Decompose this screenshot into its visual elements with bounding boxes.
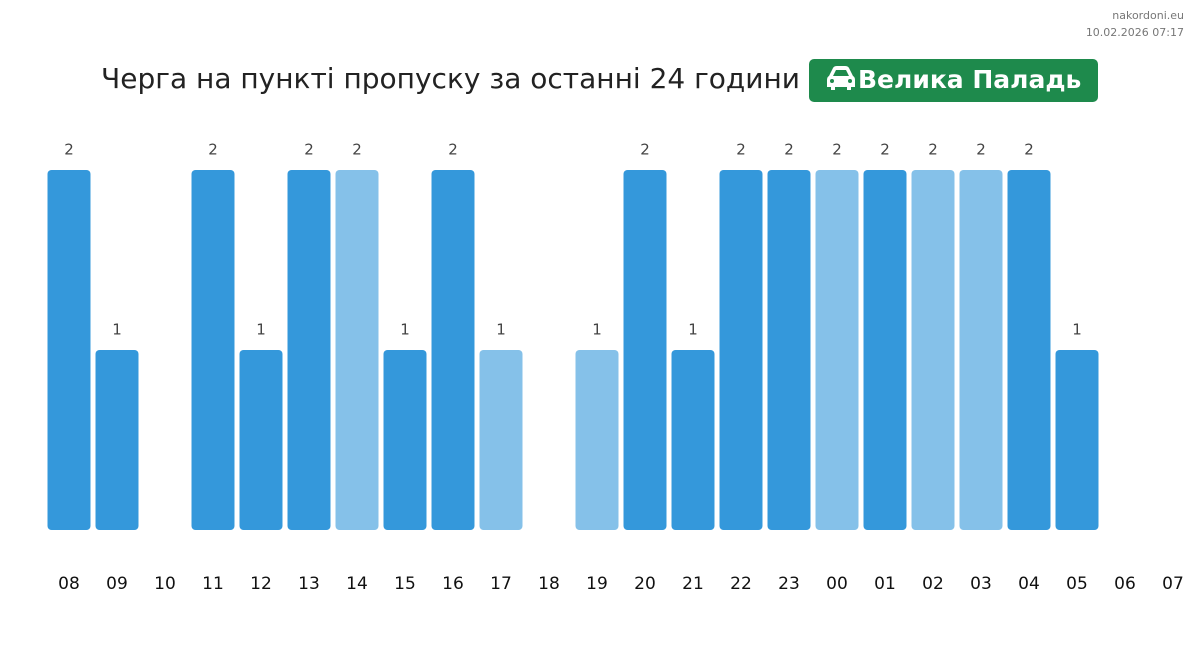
bar [335, 170, 379, 530]
timestamp: 10.02.2026 07:17 [1086, 26, 1184, 39]
value-label: 1 [112, 321, 122, 339]
x-tick-label: 04 [1018, 574, 1040, 594]
bar [287, 170, 331, 530]
x-tick-label: 21 [682, 574, 704, 594]
x-tick-label: 16 [442, 574, 464, 594]
value-label: 1 [256, 321, 266, 339]
bar [815, 170, 859, 530]
x-tick-label: 06 [1114, 574, 1136, 594]
value-label: 2 [880, 141, 890, 159]
badge-text: Велика Паладь [858, 65, 1081, 94]
bar [479, 350, 523, 530]
x-tick-label: 09 [106, 574, 128, 594]
x-tick-label: 14 [346, 574, 368, 594]
bar [383, 350, 427, 530]
x-tick-label: 17 [490, 574, 512, 594]
bar [671, 350, 715, 530]
value-label: 2 [832, 141, 842, 159]
value-label: 1 [496, 321, 506, 339]
bar [47, 170, 91, 530]
value-label: 2 [976, 141, 986, 159]
value-label: 1 [592, 321, 602, 339]
bar [719, 170, 763, 530]
value-label: 1 [688, 321, 698, 339]
value-label: 2 [640, 141, 650, 159]
bar [623, 170, 667, 530]
x-tick-label: 11 [202, 574, 224, 594]
x-tick-label: 10 [154, 574, 176, 594]
bar [767, 170, 811, 530]
value-label: 2 [1024, 141, 1034, 159]
value-label: 2 [304, 141, 314, 159]
value-label: 2 [784, 141, 794, 159]
bar [1055, 350, 1099, 530]
bar [95, 350, 139, 530]
value-label: 1 [400, 321, 410, 339]
bar [1007, 170, 1051, 530]
x-tick-label: 08 [58, 574, 80, 594]
value-label: 2 [208, 141, 218, 159]
x-tick-label: 23 [778, 574, 800, 594]
bar [239, 350, 283, 530]
badge-background [809, 59, 1098, 102]
x-tick-label: 19 [586, 574, 608, 594]
value-label: 2 [736, 141, 746, 159]
x-tick-label: 22 [730, 574, 752, 594]
value-label: 1 [1072, 321, 1082, 339]
chart-title: Черга на пункті пропуску за останні 24 г… [101, 62, 800, 95]
bar [959, 170, 1003, 530]
x-tick-label: 01 [874, 574, 896, 594]
bar [431, 170, 475, 530]
x-tick-label: 03 [970, 574, 992, 594]
value-label: 2 [64, 141, 74, 159]
x-tick-label: 07 [1162, 574, 1184, 594]
bar [575, 350, 619, 530]
x-tick-label: 20 [634, 574, 656, 594]
bar [191, 170, 235, 530]
x-tick-label: 13 [298, 574, 320, 594]
badge: Велика Паладь [809, 59, 1098, 102]
x-tick-label: 00 [826, 574, 848, 594]
x-tick-label: 18 [538, 574, 560, 594]
value-label: 2 [448, 141, 458, 159]
bar [911, 170, 955, 530]
site-name: nakordoni.eu [1112, 9, 1184, 22]
x-tick-label: 05 [1066, 574, 1088, 594]
bar [863, 170, 907, 530]
value-label: 2 [928, 141, 938, 159]
x-tick-label: 02 [922, 574, 944, 594]
value-label: 2 [352, 141, 362, 159]
x-tick-label: 12 [250, 574, 272, 594]
car-icon [827, 66, 855, 90]
x-tick-label: 15 [394, 574, 416, 594]
